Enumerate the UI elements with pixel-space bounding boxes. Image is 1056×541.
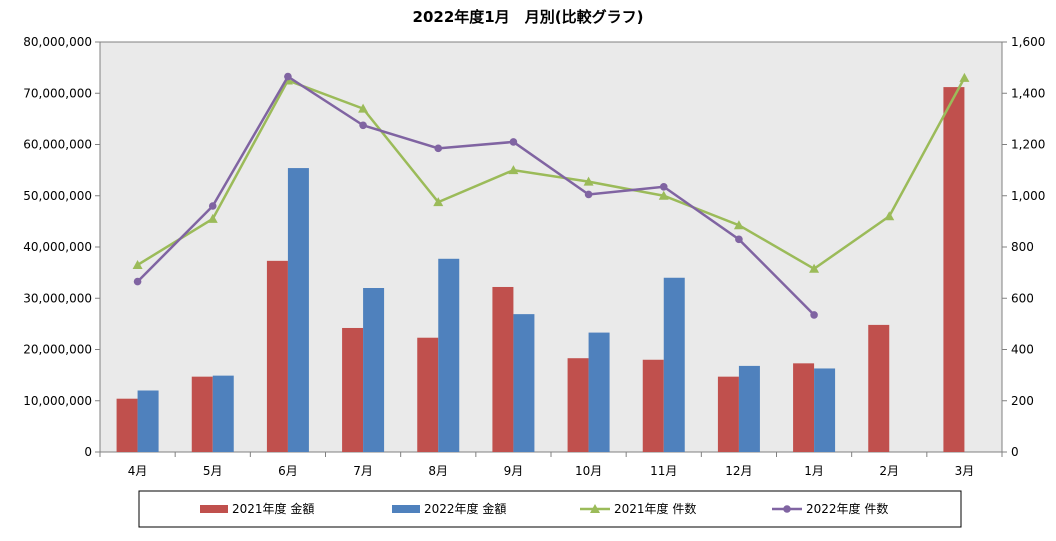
legend-label: 2022年度 金額 xyxy=(424,501,506,516)
legend-swatch xyxy=(200,505,228,513)
point-2022 xyxy=(208,202,217,210)
x-tick-label: 1月 xyxy=(804,464,824,478)
bar-2021 xyxy=(793,363,815,452)
point-2021 xyxy=(658,190,669,200)
bar-2021 xyxy=(642,359,664,452)
bar-2021 xyxy=(567,358,589,452)
x-tick-label: 11月 xyxy=(650,464,677,478)
right-tick-label: 400 xyxy=(1011,343,1034,357)
bar-2022 xyxy=(513,314,535,452)
bar-2021 xyxy=(717,376,739,452)
right-tick-label: 0 xyxy=(1011,445,1019,459)
legend-marker xyxy=(590,504,600,513)
point-2022 xyxy=(810,311,818,319)
bar-2022 xyxy=(438,258,460,452)
line-2021 xyxy=(136,77,966,271)
point-2022 xyxy=(434,144,443,153)
bar-2022 xyxy=(588,332,610,452)
point-2021 xyxy=(809,263,820,273)
x-tick-label: 7月 xyxy=(353,464,373,478)
bar-2021 xyxy=(266,260,288,452)
point-2021 xyxy=(884,211,895,221)
bar-2022 xyxy=(363,288,385,452)
plot-area xyxy=(99,41,1003,453)
point-2022 xyxy=(509,138,518,146)
bar-2022 xyxy=(738,365,760,452)
point-2021 xyxy=(207,213,218,223)
point-2021 xyxy=(358,103,369,113)
left-tick-label: 50,000,000 xyxy=(23,189,92,203)
legend-label: 2022年度 件数 xyxy=(806,501,888,516)
x-tick-label: 10月 xyxy=(575,464,602,478)
point-2022 xyxy=(133,277,142,286)
x-tick-label: 8月 xyxy=(428,464,448,478)
point-2022 xyxy=(584,190,593,199)
x-tick-label: 5月 xyxy=(203,464,223,478)
point-2021 xyxy=(508,165,519,175)
bar-2021 xyxy=(342,327,364,452)
bar-2021 xyxy=(417,337,439,452)
right-tick-label: 1,400 xyxy=(1011,86,1045,100)
lines xyxy=(132,72,970,319)
right-tick-label: 1,600 xyxy=(1011,35,1045,49)
line-2022 xyxy=(136,74,815,316)
left-axis: 0 10,000,000 20,000,000 30,000,000 40,000,00… xyxy=(23,35,100,459)
legend-marker xyxy=(783,505,791,513)
point-2022 xyxy=(359,121,367,130)
point-2021 xyxy=(433,197,444,207)
point-2021 xyxy=(583,176,594,186)
left-tick-label: 0 xyxy=(84,445,92,459)
left-tick-label: 30,000,000 xyxy=(23,291,92,305)
point-2022 xyxy=(659,182,668,191)
left-tick-label: 70,000,000 xyxy=(23,86,92,100)
left-tick-label: 40,000,000 xyxy=(23,240,92,254)
right-tick-label: 800 xyxy=(1011,240,1034,254)
legend-swatch xyxy=(392,505,420,513)
bar-2021 xyxy=(191,376,213,452)
legend: 2021年度 金額 2022年度 金額 2021年度 件数 2022年度 件数 xyxy=(200,501,888,516)
legend-label: 2021年度 金額 xyxy=(232,501,314,516)
left-tick-label: 80,000,000 xyxy=(23,35,92,49)
bars xyxy=(116,87,965,452)
x-tick-label: 9月 xyxy=(504,464,524,478)
bar-2021 xyxy=(116,398,138,452)
right-tick-label: 200 xyxy=(1011,394,1034,408)
right-tick-label: 1,000 xyxy=(1011,189,1045,203)
right-axis: 0 200 400 600 800 1,000 1,200 1,400 1,600 xyxy=(1002,35,1045,459)
right-tick-label: 600 xyxy=(1011,291,1034,305)
legend-box xyxy=(138,490,962,528)
point-2021 xyxy=(959,72,970,82)
x-tick-label: 12月 xyxy=(725,464,752,478)
bar-2022 xyxy=(814,368,836,452)
x-tick-label: 2月 xyxy=(879,464,899,478)
x-axis: 4月 5月 6月 7月 8月 9月 10月 11月 12月 1月 2月 3月 xyxy=(99,452,1003,478)
bar-2021 xyxy=(943,87,965,452)
chart-title: 2022年度1月 月別(比較グラフ) xyxy=(413,8,644,26)
left-tick-label: 60,000,000 xyxy=(23,138,92,152)
x-tick-label: 3月 xyxy=(955,464,975,478)
legend-label: 2021年度 件数 xyxy=(614,501,696,516)
x-tick-label: 4月 xyxy=(128,464,148,478)
bar-2021 xyxy=(492,286,514,452)
x-tick-label: 6月 xyxy=(278,464,298,478)
left-tick-label: 20,000,000 xyxy=(23,343,92,357)
point-2021 xyxy=(733,220,744,230)
bar-2022 xyxy=(212,375,234,452)
point-2022 xyxy=(735,235,743,244)
bar-2022 xyxy=(137,390,159,452)
left-tick-label: 10,000,000 xyxy=(23,394,92,408)
right-tick-label: 1,200 xyxy=(1011,138,1045,152)
bar-2022 xyxy=(287,168,309,452)
point-2022 xyxy=(284,72,292,81)
bar-2021 xyxy=(868,324,890,452)
point-2021 xyxy=(132,259,143,269)
bar-2022 xyxy=(663,277,685,452)
